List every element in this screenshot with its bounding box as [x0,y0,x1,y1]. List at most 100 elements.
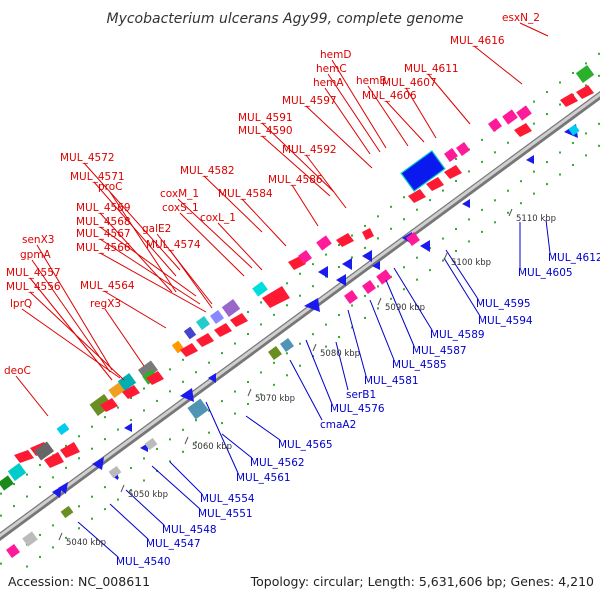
reverse-gene-label[interactable]: MUL_4587 [412,345,467,357]
gene-box[interactable] [56,422,70,436]
gene-box[interactable] [488,118,502,132]
forward-gene-arrow[interactable] [214,323,232,337]
reverse-gene-label[interactable]: MUL_4554 [200,493,255,505]
forward-gene-arrow[interactable] [576,85,594,99]
reverse-gene-label[interactable]: MUL_4594 [478,315,533,327]
reverse-gene-label[interactable]: cmaA2 [320,419,356,431]
forward-gene-label[interactable]: galE2 [142,223,171,235]
gene-box[interactable] [268,346,282,360]
forward-gene-arrow[interactable] [444,165,462,179]
gene-box[interactable] [221,299,241,317]
forward-gene-label[interactable]: hemA [313,77,344,89]
gene-box[interactable] [117,373,137,391]
gene-box[interactable] [7,463,27,481]
forward-gene-arrow[interactable] [14,450,34,463]
reverse-gene-arrow[interactable] [208,373,216,383]
gene-box[interactable] [568,124,580,136]
forward-gene-arrow[interactable] [514,123,532,137]
forward-gene-label[interactable]: MUL_4591 [238,112,293,124]
forward-gene-label[interactable]: hemD [320,49,351,61]
gene-box[interactable] [516,105,532,121]
forward-gene-label[interactable]: MUL_4584 [218,188,273,200]
reverse-gene-label[interactable]: MUL_4585 [392,359,447,371]
gene-box[interactable] [400,150,446,192]
forward-gene-label[interactable]: MUL_4569 [76,202,131,214]
forward-gene-label[interactable]: senX3 [22,234,54,246]
forward-gene-label[interactable]: lprQ [10,298,32,310]
gene-box[interactable] [362,280,376,294]
forward-gene-arrow[interactable] [180,343,198,357]
forward-gene-label[interactable]: MUL_4597 [282,95,337,107]
gene-box[interactable] [183,326,197,340]
forward-gene-arrow[interactable] [146,371,164,385]
reverse-gene-arrow[interactable] [92,457,104,470]
reverse-gene-arrow[interactable] [304,298,320,312]
gene-box[interactable] [60,505,74,519]
forward-gene-arrow[interactable] [408,189,426,203]
gene-box[interactable] [376,269,392,285]
reverse-gene-arrow[interactable] [318,266,328,278]
forward-gene-label[interactable]: MUL_4611 [404,63,459,75]
gene-box[interactable] [575,65,595,83]
reverse-gene-arrow[interactable] [462,199,470,208]
forward-gene-label[interactable]: MUL_4556 [6,281,61,293]
forward-gene-label[interactable]: hemC [316,63,347,75]
forward-gene-arrow[interactable] [60,442,80,458]
reverse-gene-label[interactable]: MUL_4565 [278,439,333,451]
forward-gene-label[interactable]: proC [98,181,123,193]
reverse-gene-label[interactable]: MUL_4576 [330,403,385,415]
reverse-gene-arrow[interactable] [124,423,132,432]
forward-gene-label[interactable]: MUL_4568 [76,216,131,228]
gene-box[interactable] [22,531,38,547]
forward-gene-arrow[interactable] [262,286,290,308]
gene-box[interactable] [444,148,458,162]
forward-gene-label[interactable]: MUL_4572 [60,152,115,164]
forward-gene-label[interactable]: deoC [4,365,31,377]
gene-box[interactable] [6,544,20,558]
reverse-gene-arrow[interactable] [58,482,68,494]
forward-gene-label[interactable]: MUL_4566 [76,242,131,254]
forward-gene-label[interactable]: MUL_4557 [6,267,61,279]
forward-gene-label[interactable]: regX3 [90,298,121,310]
gene-box[interactable] [316,235,332,251]
gene-box[interactable] [34,441,54,461]
reverse-gene-arrow[interactable] [372,261,380,270]
gene-box[interactable] [502,109,518,125]
gene-box[interactable] [406,232,420,246]
forward-gene-arrow[interactable] [336,233,354,247]
reverse-gene-label[interactable]: MUL_4548 [162,524,217,536]
forward-gene-label[interactable]: MUL_4592 [282,144,337,156]
gene-box[interactable] [196,316,210,330]
reverse-gene-label[interactable]: MUL_4595 [476,298,531,310]
forward-gene-label[interactable]: MUL_4590 [238,125,293,137]
reverse-gene-arrow[interactable] [336,274,346,286]
gene-box[interactable] [144,437,158,451]
gene-box[interactable] [344,290,358,304]
forward-gene-label[interactable]: coxS_1 [162,202,199,214]
forward-gene-arrow[interactable] [426,177,444,191]
forward-gene-label[interactable]: MUL_4616 [450,35,505,47]
gene-box[interactable] [252,281,268,297]
forward-gene-arrow[interactable] [362,228,374,240]
forward-gene-label[interactable]: MUL_4574 [146,239,201,251]
reverse-gene-label[interactable]: MUL_4612 [548,252,600,264]
forward-gene-label[interactable]: gpmA [20,249,52,261]
forward-gene-label[interactable]: MUL_4571 [70,171,125,183]
forward-gene-label[interactable]: hemB [356,75,387,87]
gene-box[interactable] [210,310,224,324]
gene-box[interactable] [298,250,312,264]
forward-gene-label[interactable]: coxM_1 [160,188,199,200]
forward-gene-arrow[interactable] [196,333,214,347]
forward-gene-label[interactable]: MUL_4586 [268,174,323,186]
reverse-gene-label[interactable]: MUL_4547 [146,538,201,550]
reverse-gene-arrow[interactable] [526,155,534,164]
forward-gene-arrow[interactable] [560,93,578,107]
gene-box[interactable] [0,475,14,491]
forward-gene-arrow[interactable] [44,452,64,468]
reverse-gene-label[interactable]: MUL_4562 [250,457,305,469]
gene-box[interactable] [456,142,470,156]
reverse-gene-label[interactable]: MUL_4581 [364,375,419,387]
reverse-gene-label[interactable]: MUL_4561 [236,472,291,484]
gene-box[interactable] [108,465,122,479]
forward-gene-label[interactable]: MUL_4606 [362,90,417,102]
